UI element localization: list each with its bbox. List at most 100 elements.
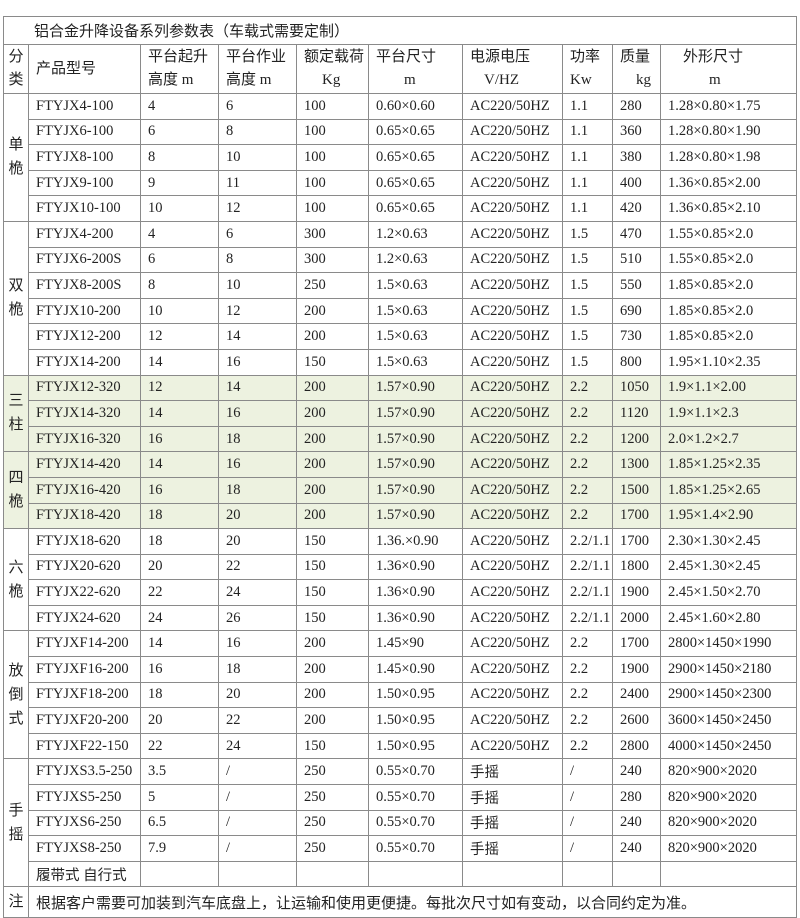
category-cell: 双桅 <box>3 220 29 376</box>
table-row: 六桅 FTYJX18-620 18 20 150 1.36.×0.90 AC220/50HZ… <box>3 528 797 632</box>
header-category: 分类 <box>3 44 29 94</box>
cell-mass: 800 <box>612 348 661 376</box>
cell-model: FTYJX24-620 <box>28 604 141 632</box>
cell-mass: 240 <box>612 835 661 862</box>
table-row: 单桅 FTYJX4-100 4 6 100 0.60×0.60 AC220/50HZ 1.1 2… <box>3 93 797 222</box>
cell-power-supply: AC220/50HZ <box>462 400 563 427</box>
cell-mass: 2400 <box>612 681 661 709</box>
cell-platform-size: 1.57×0.90 <box>368 476 463 504</box>
cell-power: 2.2 <box>562 630 613 658</box>
cell-work-height: 22 <box>218 553 297 581</box>
cell-lift-height: 12 <box>140 323 219 350</box>
cell-power: 1.5 <box>562 272 613 299</box>
cell-lift-height: 18 <box>140 502 219 530</box>
cell-load: 200 <box>296 707 369 734</box>
table-row: FTYJX18-420 18 20 200 1.57×0.90 AC220/50HZ 2.2… <box>4 502 797 530</box>
cell-model: FTYJX12-320 <box>28 374 141 402</box>
cell-platform-size: 0.55×0.70 <box>368 758 463 786</box>
cell-power-supply: AC220/50HZ <box>462 323 563 350</box>
cell-dimensions: 1.28×0.80×1.98 <box>660 144 797 171</box>
cell-work-height: 20 <box>218 528 297 555</box>
cell-mass: 240 <box>612 758 661 786</box>
cell-load: 200 <box>296 323 369 350</box>
table-row: FTYJXS8-250 7.9/250 0.55×0.70 手摇/240 820×900… <box>4 835 797 862</box>
cell-power: 1.5 <box>562 220 613 248</box>
cell-lift-height: 4 <box>140 93 219 120</box>
cell-mass: 380 <box>612 144 661 171</box>
cell-power-supply: AC220/50HZ <box>462 732 563 760</box>
cell-model: FTYJXF22-150 <box>28 732 141 760</box>
cell-lift-height: 6.5 <box>140 809 219 837</box>
cell-power: 1.1 <box>562 195 613 222</box>
cell-power: 2.2 <box>562 656 613 683</box>
cell-dimensions: 2900×1450×2300 <box>660 681 797 709</box>
cell-power-supply: AC220/50HZ <box>462 272 563 299</box>
cell-mass: 1700 <box>612 502 661 530</box>
cell-dimensions: 2.45×1.30×2.45 <box>660 553 797 581</box>
cell-platform-size: 1.57×0.90 <box>368 400 463 427</box>
cell-dimensions: 2.45×1.50×2.70 <box>660 579 797 606</box>
cell-load: 250 <box>296 835 369 862</box>
cell-power-supply: AC220/50HZ <box>462 502 563 530</box>
header-mass: 质量 kg <box>612 44 661 94</box>
cell-work-height <box>218 860 297 888</box>
cell-platform-size <box>368 860 463 888</box>
cell-work-height: 16 <box>218 400 297 427</box>
cell-load: 150 <box>296 348 369 376</box>
cell-power: 2.2 <box>562 374 613 402</box>
cell-dimensions: 2.45×1.60×2.80 <box>660 604 797 632</box>
header-power-supply: 电源电压 V/HZ <box>462 44 563 94</box>
cell-platform-size: 1.2×0.63 <box>368 220 463 248</box>
header-power: 功率 Kw <box>562 44 613 94</box>
parameter-table: 铝合金升降设备系列参数表（车载式需要定制） 分类 产品型号 平台起升 高度 m 平… <box>3 16 797 918</box>
cell-lift-height: 20 <box>140 553 219 581</box>
cell-power-supply: 手摇 <box>462 758 563 786</box>
cell-lift-height: 16 <box>140 656 219 683</box>
table-row: 放倒式 FTYJXF14-200 14 16 200 1.45×90 AC220/50HZ 2… <box>3 630 797 760</box>
cell-load: 200 <box>296 656 369 683</box>
cell-load: 200 <box>296 425 369 453</box>
cell-power: 2.2 <box>562 400 613 427</box>
cell-work-height: 20 <box>218 502 297 530</box>
cell-power-supply: AC220/50HZ <box>462 297 563 325</box>
cell-model: FTYJXF16-200 <box>28 656 141 683</box>
table-row: FTYJX24-620 24 26 150 1.36×0.90 AC220/50HZ 2.2… <box>4 604 797 632</box>
table-row: FTYJX8-200S 8 10 250 1.5×0.63 AC220/50HZ 1.5 55… <box>4 272 797 299</box>
cell-platform-size: 1.2×0.63 <box>368 246 463 274</box>
cell-model: FTYJX16-320 <box>28 425 141 453</box>
cell-lift-height: 3.5 <box>140 758 219 786</box>
cell-work-height: 11 <box>218 169 297 197</box>
cell-platform-size: 1.50×0.95 <box>368 732 463 760</box>
cell-power-supply: AC220/50HZ <box>462 681 563 709</box>
cell-mass: 1120 <box>612 400 661 427</box>
cell-load: 200 <box>296 451 369 478</box>
header-dimensions: 外形尺寸 m <box>660 44 797 94</box>
cell-lift-height: 20 <box>140 707 219 734</box>
header-work-height: 平台作业 高度 m <box>218 44 297 94</box>
cell-dimensions: 1.9×1.1×2.3 <box>660 400 797 427</box>
cell-dimensions: 1.85×0.85×2.0 <box>660 297 797 325</box>
cell-platform-size: 1.45×90 <box>368 630 463 658</box>
cell-dimensions: 3600×1450×2450 <box>660 707 797 734</box>
cell-model: FTYJX8-200S <box>28 272 141 299</box>
cell-work-height: 8 <box>218 118 297 146</box>
cell-platform-size: 1.50×0.95 <box>368 681 463 709</box>
cell-power: 2.2 <box>562 502 613 530</box>
cell-model: FTYJX9-100 <box>28 169 141 197</box>
cell-platform-size: 1.5×0.63 <box>368 348 463 376</box>
cell-work-height: / <box>218 809 297 837</box>
cell-work-height: 8 <box>218 246 297 274</box>
cell-load: 150 <box>296 553 369 581</box>
cell-model: FTYJX6-100 <box>28 118 141 146</box>
cell-dimensions: 2.30×1.30×2.45 <box>660 528 797 555</box>
cell-power: 2.2 <box>562 451 613 478</box>
cell-lift-height: 14 <box>140 451 219 478</box>
cell-work-height: 10 <box>218 144 297 171</box>
cell-model: FTYJX10-200 <box>28 297 141 325</box>
cell-work-height: 18 <box>218 425 297 453</box>
cell-power-supply: 手摇 <box>462 784 563 811</box>
cell-power: 2.2/1.1 <box>562 553 613 581</box>
cell-mass: 550 <box>612 272 661 299</box>
cell-dimensions: 1.55×0.85×2.0 <box>660 220 797 248</box>
table-row: FTYJXF20-200 20 22 200 1.50×0.95 AC220/50HZ 2.… <box>4 707 797 734</box>
